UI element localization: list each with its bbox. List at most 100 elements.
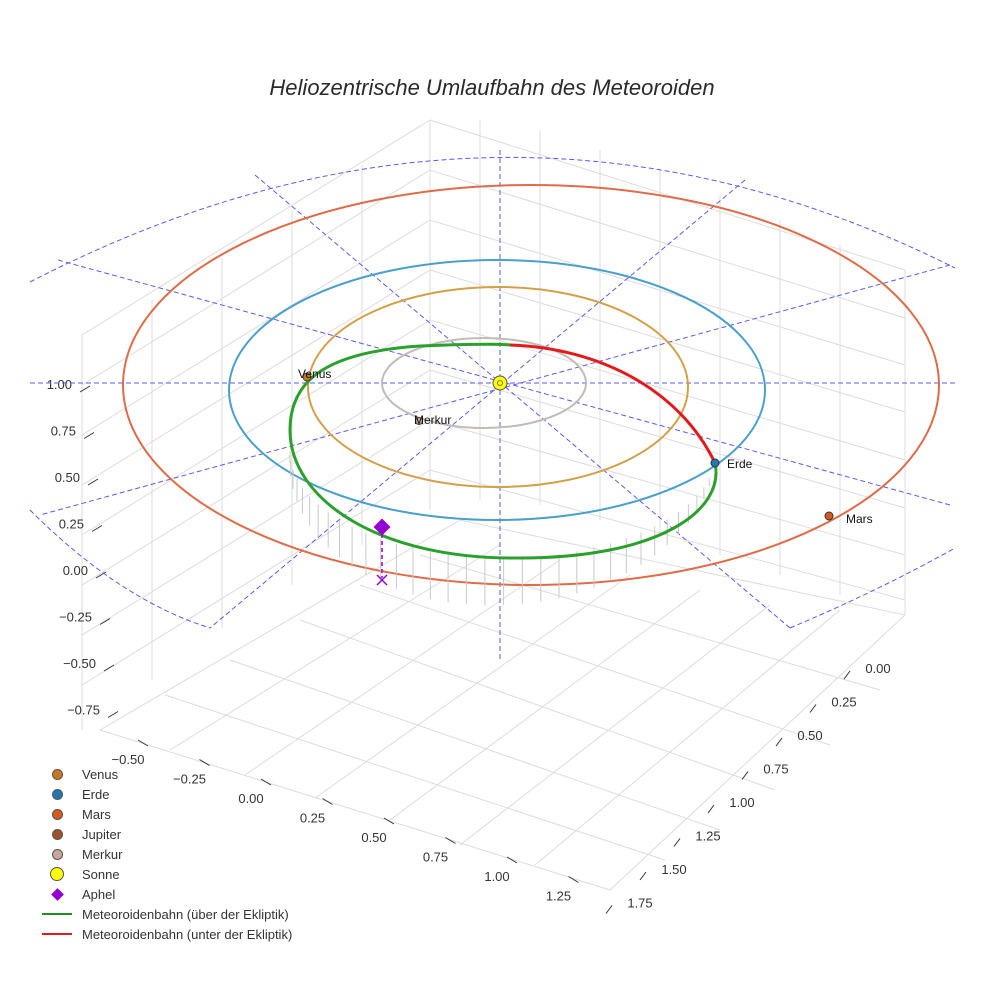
x-tick-label: −0.25 [173, 772, 206, 787]
x-tick-mark [322, 798, 333, 805]
z-tick-mark [83, 432, 95, 439]
meteoroid-orbit-below [509, 343, 717, 464]
legend-item[interactable]: Erde [40, 784, 292, 804]
legend-symbol [40, 804, 74, 824]
mars-orbit [122, 184, 940, 586]
legend-symbol [40, 884, 74, 904]
orbit-line-legend-icon [42, 933, 72, 935]
legend-label: Mars [82, 806, 111, 822]
erde-marker [710, 458, 720, 468]
x-tick-label: 1.00 [484, 869, 509, 884]
marker-legend-icon [51, 828, 63, 840]
aphel-projection-cross [376, 574, 388, 586]
x-tick-mark [199, 759, 210, 766]
grid-panels [81, 119, 906, 891]
ecliptic-diagonal-2 [209, 179, 746, 629]
x-tick-mark [137, 739, 149, 747]
z-tick-mark [79, 385, 91, 393]
x-axis-ticks: −0.50 −0.25 0.00 0.25 0.50 0.75 1.00 1.25 [112, 739, 579, 904]
ecliptic-diagonal-1 [254, 174, 791, 629]
x-tick-mark [383, 817, 395, 825]
legend-symbol [40, 824, 74, 844]
legend: Venus Erde Mars Jupiter Merkur Sonne Aphel Mete… [40, 764, 292, 944]
mars-label: Mars [846, 512, 873, 526]
x-tick-label: 0.00 [238, 791, 263, 806]
legend-symbol [40, 764, 74, 784]
legend-item[interactable]: Venus [40, 764, 292, 784]
chart-title: Heliozentrische Umlaufbahn des Meteoroid… [269, 75, 714, 100]
legend-item[interactable]: Merkur [40, 844, 292, 864]
ecliptic-reference-ellipse-lower-right [789, 547, 956, 629]
y-tick-label: 1.75 [627, 896, 652, 911]
ecliptic-diagonal-3 [57, 259, 951, 506]
venus-label: Venus [298, 367, 331, 381]
legend-symbol [40, 864, 74, 884]
y-tick-label: 1.25 [695, 829, 720, 844]
z-tick-mark [103, 664, 115, 672]
merkur-marker [415, 417, 423, 425]
ecliptic-reference-ellipse-upper [29, 157, 956, 283]
y-tick-mark [775, 737, 783, 747]
x-tick-mark [568, 876, 579, 883]
legend-label: Merkur [82, 846, 123, 862]
y-tick-label: 0.25 [831, 695, 856, 710]
z-tick-mark [95, 571, 107, 579]
legend-label: Venus [82, 766, 119, 782]
legend-symbol [40, 904, 74, 924]
legend-label: Sonne [82, 866, 120, 882]
legend-label: Meteoroidenbahn (über der Ekliptik) [82, 906, 289, 922]
legend-symbol [40, 924, 74, 944]
x-tick-label: 0.25 [300, 811, 325, 826]
y-tick-label: 1.50 [661, 862, 686, 877]
y-tick-mark [673, 838, 681, 847]
z-tick-label: 0.25 [59, 517, 84, 532]
legend-label: Aphel [82, 886, 116, 902]
z-tick-mark [99, 618, 111, 625]
y-tick-label: 0.75 [763, 762, 788, 777]
y-tick-label: 0.00 [865, 661, 890, 676]
legend-symbol [40, 844, 74, 864]
legend-item[interactable]: Meteoroidenbahn (unter der Ekliptik) [40, 924, 292, 944]
legend-item[interactable]: Meteoroidenbahn (über der Ekliptik) [40, 904, 292, 924]
ecliptic-reference-ellipse-lower-left [29, 509, 211, 629]
venus-orbit [307, 286, 689, 488]
x-tick-label: 1.25 [546, 889, 571, 904]
merkur-orbit [381, 337, 587, 429]
legend-symbol [40, 784, 74, 804]
marker-legend-icon [51, 808, 63, 820]
legend-item[interactable]: Mars [40, 804, 292, 824]
erde-orbit [228, 259, 766, 521]
z-tick-label: 0.00 [63, 563, 88, 578]
merkur-label: Merkur [414, 413, 451, 427]
z-tick-label: 0.50 [55, 470, 80, 485]
x-tick-mark [445, 837, 456, 844]
z-axis-ticks: 1.00 0.75 0.50 0.25 0.00 −0.25 −0.50 −0.75 [47, 377, 119, 718]
legend-item[interactable]: Aphel [40, 884, 292, 904]
x-tick-label: −0.50 [112, 752, 145, 767]
y-tick-mark [707, 804, 715, 814]
legend-label: Erde [82, 786, 110, 802]
legend-item[interactable]: Sonne [40, 864, 292, 884]
y-tick-mark [843, 670, 851, 680]
x-tick-mark [260, 778, 272, 786]
aphel-legend-icon [50, 887, 64, 901]
meteoroid-drop-lines [289, 442, 710, 606]
marker-legend-icon [50, 867, 64, 881]
y-axis-ticks: 0.00 0.25 0.50 0.75 1.00 1.25 1.50 1.75 [605, 661, 891, 914]
venus-marker [302, 372, 312, 382]
marker-legend-icon [51, 768, 63, 780]
z-tick-label: 0.75 [51, 424, 76, 439]
y-tick-mark [605, 905, 613, 914]
x-tick-mark [506, 856, 518, 864]
sonne-center-icon [497, 380, 503, 386]
marker-legend-icon [51, 848, 63, 860]
ecliptic-reference-grid [29, 150, 956, 660]
legend-item[interactable]: Jupiter [40, 824, 292, 844]
z-tick-label: −0.50 [63, 656, 96, 671]
y-tick-label: 1.00 [729, 795, 754, 810]
legend-label: Meteoroidenbahn (unter der Ekliptik) [82, 926, 293, 942]
z-tick-mark [107, 711, 119, 718]
mars-marker [824, 511, 834, 521]
z-tick-label: −0.25 [59, 610, 92, 625]
